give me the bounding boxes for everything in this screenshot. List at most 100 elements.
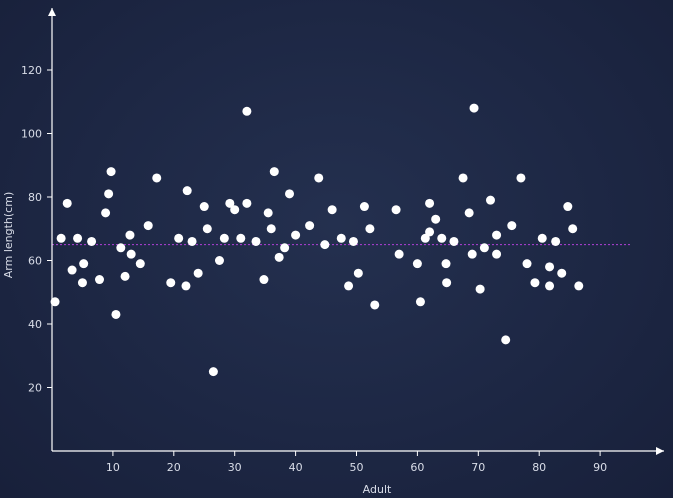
data-point — [214, 256, 224, 265]
data-point — [101, 208, 111, 218]
data-point — [225, 198, 235, 208]
data-point — [320, 240, 330, 250]
data-point — [285, 189, 295, 199]
data-point — [182, 186, 192, 196]
data-point — [574, 281, 584, 291]
data-point — [259, 275, 269, 285]
data-point — [79, 259, 89, 269]
data-point — [187, 236, 197, 246]
x-tick-label: 60 — [410, 461, 424, 474]
data-point — [437, 233, 447, 243]
y-axis-arrow — [48, 8, 56, 16]
data-point — [431, 214, 441, 224]
data-point — [492, 249, 502, 259]
data-point — [530, 278, 540, 288]
data-point — [394, 249, 404, 259]
data-point — [370, 300, 380, 310]
x-tick-label: 40 — [289, 461, 303, 474]
x-tick-label: 30 — [228, 461, 242, 474]
data-point — [420, 233, 430, 243]
data-point — [266, 224, 276, 234]
data-point — [464, 208, 474, 218]
data-point — [348, 236, 358, 246]
data-point — [181, 281, 191, 291]
data-point — [125, 230, 135, 240]
data-point — [236, 233, 246, 243]
ticks: 10 20 30 40 50 60 70 80 90 20 40 60 80 100 120 — [21, 64, 607, 474]
data-point — [230, 205, 240, 215]
x-tick-label: 80 — [532, 461, 546, 474]
data-point — [174, 233, 184, 243]
y-tick-label: 80 — [28, 191, 42, 204]
x-axis-title: Adult — [363, 483, 392, 496]
x-tick-label: 20 — [167, 461, 181, 474]
data-point — [522, 259, 532, 269]
data-point — [193, 268, 203, 278]
data-point — [208, 367, 218, 377]
x-tick-label: 10 — [106, 461, 120, 474]
data-point — [291, 230, 301, 240]
data-point — [152, 173, 162, 183]
y-tick-label: 60 — [28, 255, 42, 268]
data-point — [442, 278, 452, 288]
y-tick-label: 120 — [21, 64, 42, 77]
data-point — [479, 243, 489, 253]
data-point — [202, 224, 212, 234]
data-point — [116, 243, 126, 253]
data-point — [269, 167, 279, 177]
data-point — [507, 221, 517, 231]
data-point — [501, 335, 511, 345]
data-point — [166, 278, 176, 288]
data-point — [87, 236, 97, 246]
data-point — [415, 297, 425, 307]
data-point — [475, 284, 485, 294]
data-point — [353, 268, 363, 278]
data-point — [95, 275, 105, 285]
data-point — [485, 195, 495, 205]
data-point — [492, 230, 502, 240]
data-point — [327, 205, 337, 215]
data-point — [336, 233, 346, 243]
data-point — [359, 202, 369, 212]
data-point — [73, 233, 83, 243]
data-point — [263, 208, 273, 218]
data-point — [441, 259, 451, 269]
data-point — [467, 249, 477, 259]
data-point — [104, 189, 114, 199]
data-point — [135, 259, 145, 269]
data-point — [545, 281, 555, 291]
x-tick-label: 90 — [593, 461, 607, 474]
data-point — [106, 167, 116, 177]
axes — [48, 8, 664, 455]
data-point — [120, 271, 130, 281]
data-point — [199, 202, 209, 212]
data-point — [143, 221, 153, 231]
data-point — [545, 262, 555, 272]
data-point — [62, 198, 72, 208]
data-point — [391, 205, 401, 215]
data-point — [50, 297, 60, 307]
data-point — [557, 268, 567, 278]
data-point — [67, 265, 77, 275]
y-tick-label: 20 — [28, 382, 42, 395]
data-point — [425, 198, 435, 208]
data-point — [242, 198, 252, 208]
data-point — [314, 173, 324, 183]
x-tick-label: 70 — [471, 461, 485, 474]
data-point — [344, 281, 354, 291]
y-tick-label: 40 — [28, 318, 42, 331]
data-point — [274, 252, 284, 262]
x-axis-arrow — [656, 447, 664, 455]
data-point — [563, 202, 573, 212]
data-point — [516, 173, 526, 183]
data-point — [56, 233, 66, 243]
data-point — [365, 224, 375, 234]
data-point — [111, 309, 121, 319]
x-tick-label: 50 — [350, 461, 364, 474]
data-point — [77, 278, 87, 288]
data-point — [458, 173, 468, 183]
data-point — [425, 227, 435, 237]
data-point — [412, 259, 422, 269]
data-point — [126, 249, 136, 259]
